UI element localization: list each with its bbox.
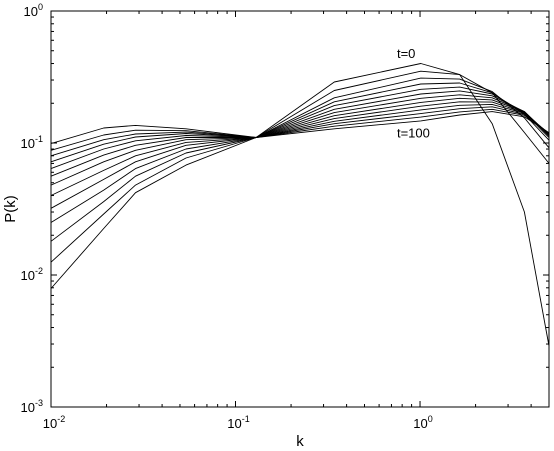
series-line-10 (50, 106, 550, 157)
annotation-1: t=100 (397, 126, 430, 141)
series-line-5 (50, 90, 550, 196)
y-tick-label: 10-3 (21, 398, 43, 415)
annotation-0: t=0 (397, 46, 415, 61)
series-line-1 (50, 70, 550, 263)
axis-ticks (50, 10, 550, 408)
series-line-7 (50, 97, 550, 177)
y-tick-label: 10-1 (21, 134, 43, 151)
series-line-4 (50, 86, 550, 209)
series-line-3 (50, 82, 550, 223)
x-tick-label: 10-2 (43, 414, 65, 431)
series-line-2 (50, 77, 550, 242)
x-axis-label: k (296, 433, 304, 450)
series-lines (50, 63, 550, 347)
series-line-6 (50, 94, 550, 186)
series-line-12 (50, 111, 550, 145)
x-tick-label: 100 (413, 414, 432, 431)
y-tick-label: 10-2 (21, 266, 43, 283)
series-line-8 (50, 101, 550, 170)
y-axis-label: P(k) (2, 195, 19, 223)
y-tick-label: 100 (24, 2, 43, 19)
x-tick-label: 10-1 (227, 414, 249, 431)
annotations: t=0 t=100 (397, 46, 430, 140)
plot-frame (50, 10, 550, 408)
series-line-9 (50, 103, 550, 163)
series-line-11 (50, 108, 550, 151)
series-line-0 (50, 63, 550, 347)
